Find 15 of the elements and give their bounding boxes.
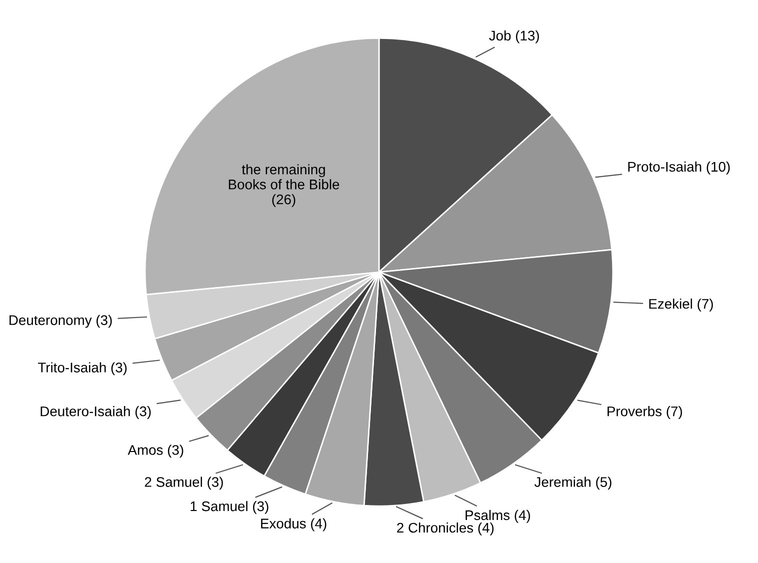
text: the remaining Books of the Bible (26) bbox=[228, 164, 340, 208]
slice-label: Amos (3) bbox=[128, 444, 184, 458]
slice-label: Exodus (4) bbox=[261, 518, 326, 532]
slice-label: 1 Samuel (3) bbox=[190, 500, 268, 514]
slice-label: Trito-Isaiah (3) bbox=[38, 362, 127, 376]
slice-label: Proverbs (7) bbox=[608, 406, 682, 419]
slice-label: Deuteronomy (3) bbox=[10, 314, 112, 328]
slice-label: Deutero-Isaiah (3) bbox=[40, 406, 151, 419]
slice-label: Job (13) bbox=[489, 30, 539, 44]
slice-label: Psalms (4) bbox=[466, 510, 530, 523]
slice-label: Proto-Isaiah (10) bbox=[628, 162, 730, 174]
slice-label: Jeremiah (5) bbox=[534, 476, 612, 490]
slice-label: Ezekiel (7) bbox=[649, 298, 713, 312]
slice-label: 2 Samuel (3) bbox=[144, 476, 223, 490]
slice-label: 2 Chronicles (4) bbox=[397, 522, 494, 536]
